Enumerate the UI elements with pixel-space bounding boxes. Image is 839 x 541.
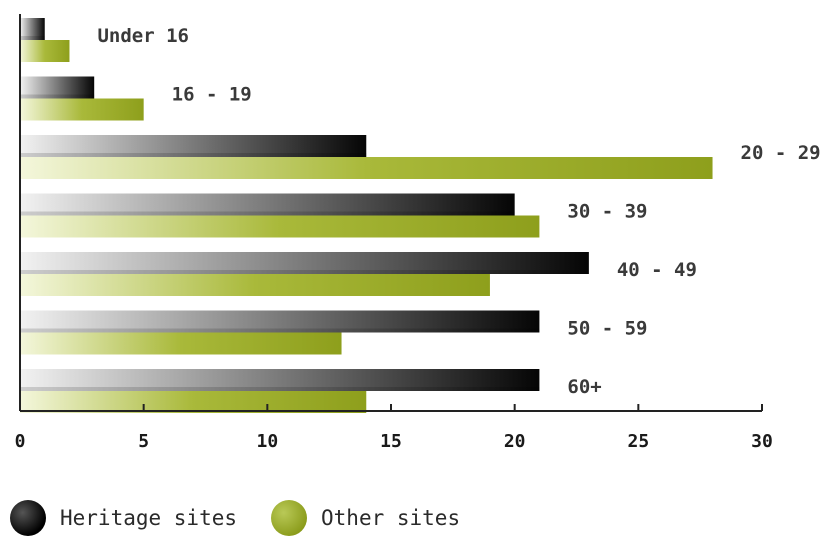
- bar-other-3: [20, 215, 540, 238]
- legend-label-other: Other sites: [321, 506, 461, 530]
- x-tick-label: 30: [751, 431, 773, 452]
- bar-shade-4: [20, 270, 589, 274]
- legend-swatch-other: [271, 500, 308, 536]
- bar-other-2: [20, 157, 713, 179]
- legend-item-other: Other sites: [271, 500, 460, 536]
- bar-heritage-5: [20, 310, 540, 333]
- bar-chart: 0 5 10 15 20 25 30 Under 16 16 - 19 20 - 29 30 - …: [15, 14, 821, 452]
- legend-item-heritage: Heritage sites: [10, 500, 237, 536]
- legend-swatch-heritage: [10, 500, 46, 536]
- bar-other-4: [20, 274, 490, 296]
- x-tick-label: 5: [138, 431, 149, 452]
- x-tick-label: 25: [627, 431, 649, 452]
- bar-shade-0: [20, 36, 45, 40]
- bar-heritage-1: [20, 76, 95, 99]
- category-label: 50 - 59: [567, 318, 647, 340]
- category-label: 16 - 19: [172, 84, 252, 106]
- category-label: Under 16: [97, 25, 189, 47]
- bar-heritage-2: [20, 135, 367, 157]
- x-tick-label: 15: [380, 431, 402, 452]
- bar-heritage-6: [20, 369, 540, 391]
- legend: Heritage sites Other sites: [10, 500, 494, 536]
- bar-heritage-3: [20, 193, 515, 216]
- category-label: 30 - 39: [567, 201, 647, 223]
- bar-shade-6: [20, 387, 540, 391]
- x-tick-label: 10: [256, 431, 278, 452]
- category-label: 40 - 49: [617, 259, 697, 281]
- category-labels: Under 16 16 - 19 20 - 29 30 - 39 40 - 49 50 -…: [97, 25, 820, 398]
- bar-other-0: [20, 40, 70, 62]
- bar-heritage-0: [20, 18, 45, 40]
- category-label: 60+: [567, 376, 601, 398]
- x-tick-label: 20: [504, 431, 526, 452]
- legend-label-heritage: Heritage sites: [60, 506, 238, 530]
- x-ticks: 0 5 10 15 20 25 30: [15, 404, 773, 452]
- bar-heritage-4: [20, 252, 589, 274]
- bar-other-1: [20, 98, 144, 121]
- bars-layer: [20, 18, 713, 413]
- bar-other-5: [20, 332, 342, 355]
- x-tick-label: 0: [15, 431, 26, 452]
- bar-shade-1: [20, 94, 95, 99]
- category-label: 20 - 29: [741, 142, 821, 164]
- bar-other-6: [20, 391, 367, 413]
- bar-shade-5: [20, 328, 540, 333]
- bar-shade-2: [20, 153, 367, 157]
- bar-shade-3: [20, 211, 515, 216]
